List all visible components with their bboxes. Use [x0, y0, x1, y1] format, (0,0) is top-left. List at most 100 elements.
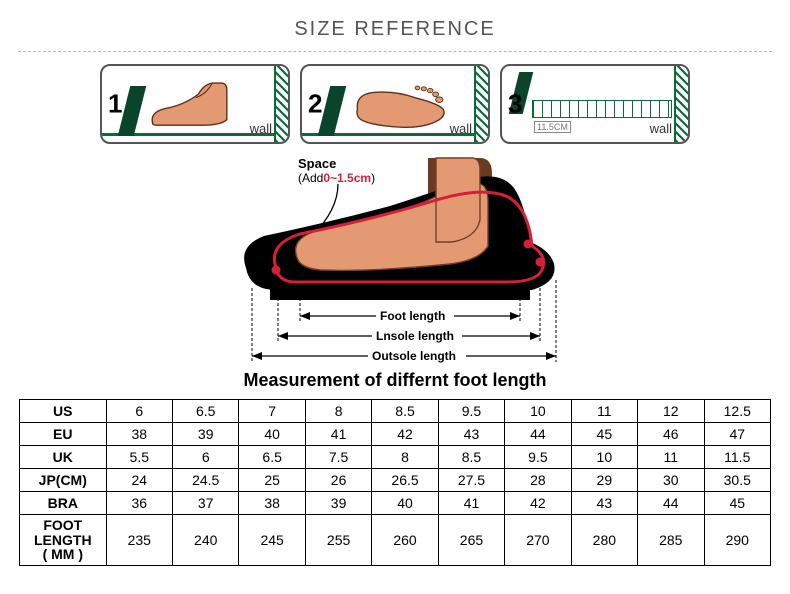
- foot-length-label: Foot length: [380, 309, 445, 323]
- table-row: JP(CM)2424.5252626.527.528293030.5: [20, 469, 771, 492]
- size-cell: 270: [505, 515, 571, 566]
- svg-text:(Add0~1.5cm): (Add0~1.5cm): [298, 171, 375, 185]
- size-cell: 6.5: [239, 446, 305, 469]
- wall-label: wall: [250, 121, 272, 136]
- wall-hatch: [676, 66, 688, 142]
- table-row: US66.5788.59.510111212.5: [20, 400, 771, 423]
- size-cell: 240: [173, 515, 239, 566]
- size-cell: 47: [704, 423, 771, 446]
- size-cell: 36: [106, 492, 172, 515]
- step-number: 1: [108, 89, 122, 120]
- size-cell: 6.5: [173, 400, 239, 423]
- size-cell: 39: [173, 423, 239, 446]
- step-number: 2: [308, 89, 322, 120]
- outsole-length-label: Outsole length: [372, 349, 456, 363]
- row-header: JP(CM): [20, 469, 107, 492]
- size-cell: 10: [571, 446, 637, 469]
- wall-hatch: [276, 66, 288, 142]
- size-cell: 28: [505, 469, 571, 492]
- row-header: BRA: [20, 492, 107, 515]
- size-cell: 46: [638, 423, 704, 446]
- size-cell: 27.5: [438, 469, 504, 492]
- size-cell: 26.5: [372, 469, 438, 492]
- size-cell: 45: [704, 492, 771, 515]
- size-cell: 41: [438, 492, 504, 515]
- size-cell: 42: [372, 423, 438, 446]
- size-cell: 285: [638, 515, 704, 566]
- size-cell: 44: [505, 423, 571, 446]
- size-cell: 8.5: [372, 400, 438, 423]
- size-cell: 6: [106, 400, 172, 423]
- table-row: UK5.566.57.588.59.5101111.5: [20, 446, 771, 469]
- size-cell: 7: [239, 400, 305, 423]
- space-label-2: (Add: [298, 171, 323, 185]
- table-row: FOOT LENGTH( MM )23524024525526026527028…: [20, 515, 771, 566]
- size-cell: 280: [571, 515, 637, 566]
- size-cell: 40: [239, 423, 305, 446]
- size-cell: 30.5: [704, 469, 771, 492]
- size-cell: 260: [372, 515, 438, 566]
- space-range: 0~1.5cm: [323, 171, 371, 185]
- size-cell: 26: [305, 469, 371, 492]
- size-cell: 9.5: [505, 446, 571, 469]
- wall-label: wall: [650, 121, 672, 136]
- size-cell: 265: [438, 515, 504, 566]
- size-cell: 29: [571, 469, 637, 492]
- size-cell: 235: [106, 515, 172, 566]
- row-header: EU: [20, 423, 107, 446]
- size-cell: 42: [505, 492, 571, 515]
- size-cell: 45: [571, 423, 637, 446]
- size-cell: 38: [106, 423, 172, 446]
- size-cell: 25: [239, 469, 305, 492]
- step-number: 3: [508, 89, 522, 120]
- size-cell: 245: [239, 515, 305, 566]
- ruler-value: 11.5CM: [534, 121, 571, 133]
- size-cell: 24.5: [173, 469, 239, 492]
- size-cell: 37: [173, 492, 239, 515]
- size-cell: 24: [106, 469, 172, 492]
- row-header: US: [20, 400, 107, 423]
- size-cell: 255: [305, 515, 371, 566]
- size-cell: 39: [305, 492, 371, 515]
- footprint-icon: [352, 80, 452, 134]
- size-cell: 8: [305, 400, 371, 423]
- table-row: BRA36373839404142434445: [20, 492, 771, 515]
- ruler-icon: [532, 100, 672, 118]
- size-cell: 290: [704, 515, 771, 566]
- step-1: 1 wall: [100, 64, 290, 144]
- size-cell: 11: [571, 400, 637, 423]
- foot-side-icon: [148, 76, 258, 134]
- size-cell: 8: [372, 446, 438, 469]
- size-cell: 10: [505, 400, 571, 423]
- step-2: 2 wall: [300, 64, 490, 144]
- size-cell: 40: [372, 492, 438, 515]
- size-cell: 5.5: [106, 446, 172, 469]
- measurement-steps: 1 wall 2 wall 3 11.5CM wal: [0, 64, 790, 144]
- wall-hatch: [476, 66, 488, 142]
- size-cell: 43: [571, 492, 637, 515]
- row-header: FOOT LENGTH( MM ): [20, 515, 107, 566]
- step-3: 3 11.5CM wall: [500, 64, 690, 144]
- size-cell: 7.5: [305, 446, 371, 469]
- table-row: EU38394041424344454647: [20, 423, 771, 446]
- size-cell: 11: [638, 446, 704, 469]
- size-cell: 41: [305, 423, 371, 446]
- size-cell: 11.5: [704, 446, 771, 469]
- size-cell: 9.5: [438, 400, 504, 423]
- size-cell: 38: [239, 492, 305, 515]
- shoe-diagram: Space (Add0~1.5cm): [0, 150, 790, 399]
- size-cell: 44: [638, 492, 704, 515]
- page-title: SIZE REFERENCE: [0, 0, 790, 51]
- size-cell: 12.5: [704, 400, 771, 423]
- insole-length-label: Lnsole length: [376, 329, 454, 343]
- space-close: ): [371, 171, 375, 185]
- size-cell: 30: [638, 469, 704, 492]
- row-header: UK: [20, 446, 107, 469]
- divider: [18, 51, 772, 52]
- size-cell: 12: [638, 400, 704, 423]
- size-cell: 8.5: [438, 446, 504, 469]
- size-cell: 6: [173, 446, 239, 469]
- diagram-caption: Measurement of differnt foot length: [244, 370, 547, 391]
- size-table: US66.5788.59.510111212.5EU38394041424344…: [19, 399, 771, 566]
- size-cell: 43: [438, 423, 504, 446]
